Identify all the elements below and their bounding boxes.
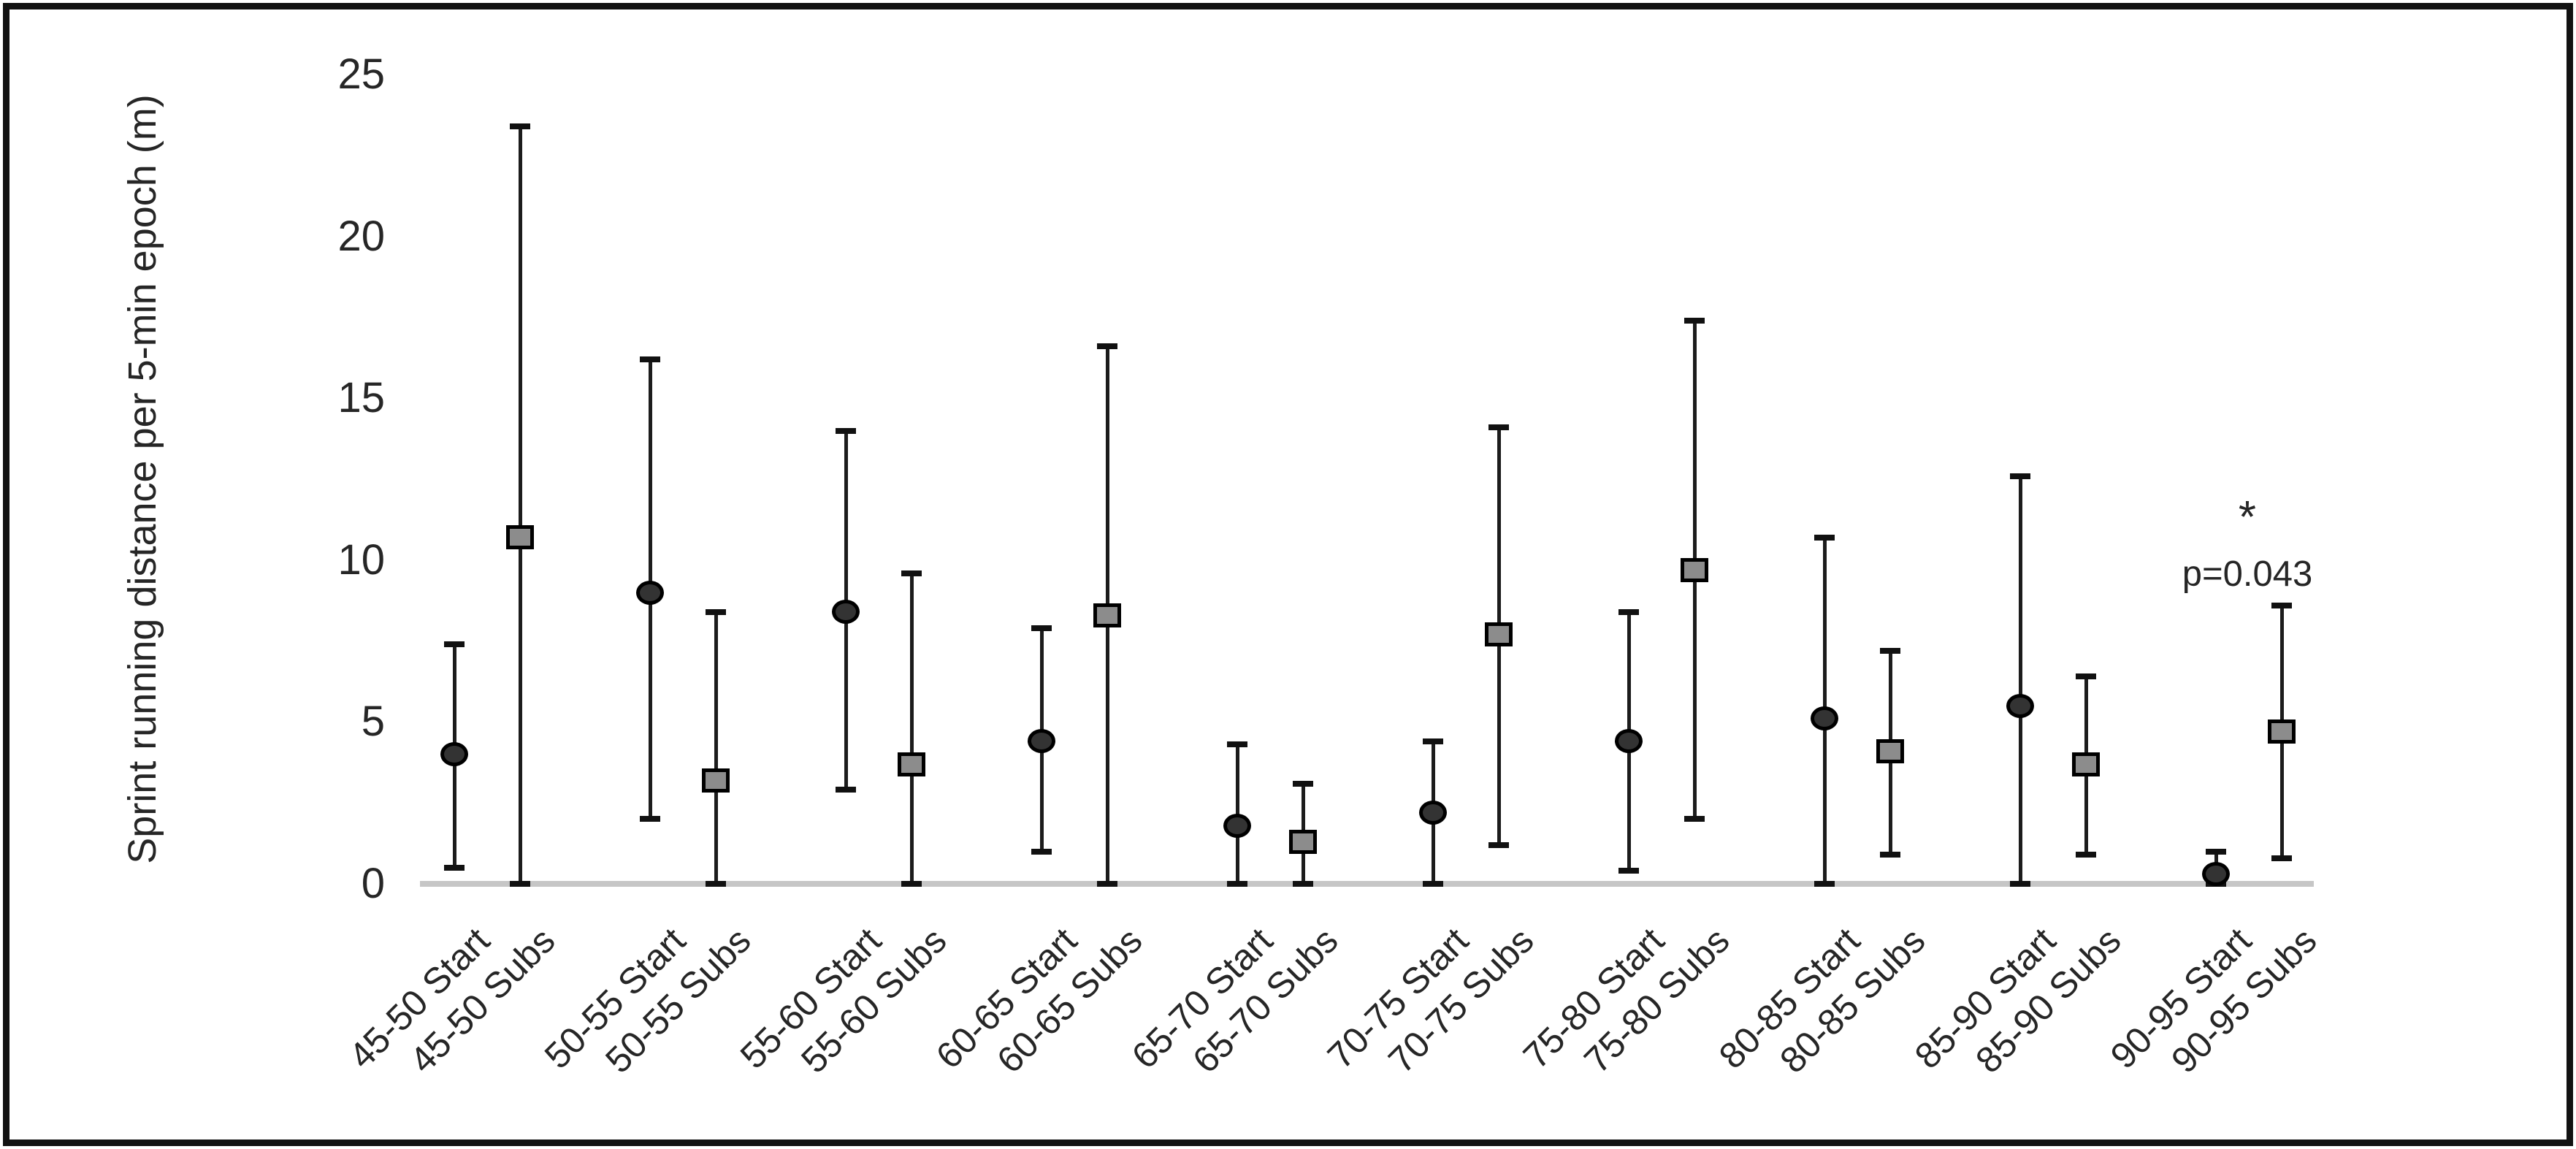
start-mean-marker-circle [1811,706,1838,731]
error-bar-cap-bottom [2271,855,2292,861]
error-bar [714,611,718,884]
start-mean-marker-circle [1419,800,1447,825]
error-bar-cap-bottom [2010,881,2030,887]
start-mean-marker-circle [1223,813,1251,838]
start-mean-marker-circle [2202,862,2230,887]
error-bar-cap-top [2206,848,2226,855]
y-tick-label: 10 [337,535,385,584]
subs-mean-marker-square [898,752,925,776]
error-bar-cap-top [901,570,922,576]
start-mean-marker-circle [440,742,468,767]
error-bar [909,573,914,884]
error-bar-cap-top [1097,343,1117,350]
error-bar-cap-top [2271,602,2292,608]
subs-mean-marker-square [1876,738,1904,763]
error-bar-cap-bottom [444,864,465,871]
error-bar-cap-bottom [1814,881,1835,887]
error-bar-cap-top [1227,741,1247,748]
p-value-label: p=0.043 [2182,554,2313,594]
subs-mean-marker-square [2268,719,2296,744]
error-bar-cap-top [836,427,856,434]
error-bar-cap-top [1031,625,1052,631]
error-bar-cap-bottom [1293,881,1313,887]
error-bar-cap-bottom [901,881,922,887]
error-bar-cap-top [1488,424,1509,431]
start-mean-marker-circle [1615,729,1643,754]
error-bar-cap-bottom [1880,852,1900,858]
error-bar-cap-top [1293,780,1313,787]
error-bar-cap-bottom [1684,816,1705,822]
subs-mean-marker-square [1485,622,1513,647]
error-bar-cap-bottom [510,881,530,887]
error-bar-cap-bottom [1031,848,1052,855]
y-tick-label: 25 [337,50,385,98]
error-bar-cap-top [1814,534,1835,541]
error-bar-cap-bottom [1423,881,1443,887]
y-tick-label: 5 [361,698,385,746]
error-bar [2018,476,2022,884]
error-bar-cap-bottom [1618,868,1639,874]
subs-mean-marker-square [702,768,730,793]
error-bar-cap-bottom [706,881,726,887]
error-bar-cap-bottom [1097,881,1117,887]
y-tick-label: 20 [337,212,385,260]
error-bar-cap-top [1684,317,1705,324]
error-bar [518,126,522,884]
subs-mean-marker-square [506,525,534,550]
error-bar-cap-top [1423,738,1443,744]
error-bar-cap-top [1880,647,1900,654]
subs-mean-marker-square [2072,752,2100,776]
y-axis-title: Sprint running distance per 5-min epoch … [121,94,164,864]
start-mean-marker-circle [2006,693,2034,718]
error-bar-cap-top [1618,608,1639,615]
error-bar-cap-bottom [836,787,856,793]
error-bar-cap-top [2010,473,2030,479]
error-bar-cap-bottom [1227,881,1247,887]
subs-mean-marker-square [1289,829,1317,854]
error-bar-cap-bottom [640,816,660,822]
error-bar-cap-top [706,608,726,615]
x-axis-baseline [420,881,2314,887]
subs-mean-marker-square [1681,557,1708,582]
error-bar-cap-top [2076,673,2096,680]
error-bar-cap-top [640,356,660,363]
significance-star: * [2238,492,2257,543]
subs-mean-marker-square [1093,603,1121,627]
start-mean-marker-circle [832,600,860,625]
error-bar-cap-top [444,641,465,648]
y-tick-label: 15 [337,374,385,422]
y-tick-label: 0 [361,860,385,907]
error-bar-cap-top [510,123,530,129]
error-bar-cap-bottom [2076,852,2096,858]
error-bar-cap-bottom [1488,841,1509,848]
start-mean-marker-circle [636,580,664,605]
start-mean-marker-circle [1028,729,1055,754]
